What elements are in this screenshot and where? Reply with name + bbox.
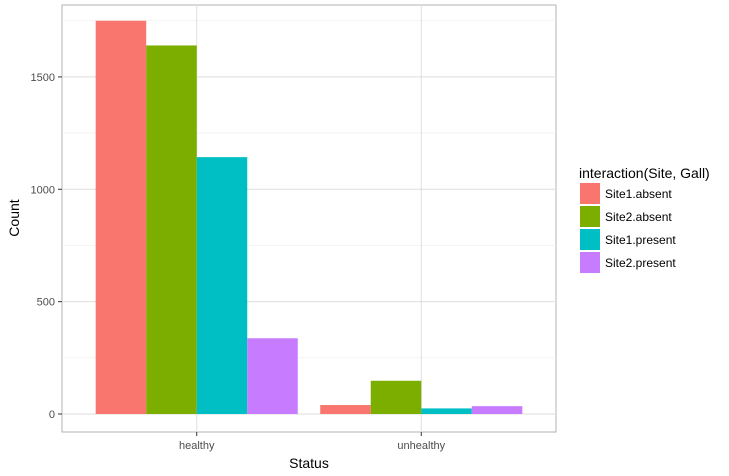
y-tick-label: 1500 xyxy=(31,72,55,84)
y-axis-ticks: 0 500 1000 1500 xyxy=(31,72,62,421)
y-axis-title: Count xyxy=(6,199,22,236)
bar xyxy=(247,338,298,415)
bar xyxy=(146,45,197,415)
y-tick-label: 500 xyxy=(37,297,55,309)
x-axis-title: Status xyxy=(289,455,329,471)
legend-label: Site1.absent xyxy=(605,187,672,201)
bars xyxy=(95,20,523,415)
legend-swatch xyxy=(580,183,600,204)
legend-swatch xyxy=(580,229,600,250)
x-tick-label: unhealthy xyxy=(397,440,445,452)
legend-label: Site2.present xyxy=(605,256,676,270)
y-tick-label: 0 xyxy=(49,409,55,421)
bar xyxy=(471,406,523,415)
bar xyxy=(196,157,248,415)
legend-items: Site1.absent Site2.absent Site1.present Sit… xyxy=(580,183,676,273)
bar xyxy=(370,380,422,415)
x-axis-ticks: healthy unhealthy xyxy=(179,432,446,452)
bar xyxy=(320,405,371,415)
legend: interaction(Site, Gall) Site1.absentSite… xyxy=(579,165,710,273)
legend-label: Site1.present xyxy=(605,233,676,247)
legend-title: interaction(Site, Gall) xyxy=(579,165,710,181)
legend-swatch xyxy=(580,252,600,273)
y-tick-label: 1000 xyxy=(31,184,55,196)
legend-swatch xyxy=(580,206,600,227)
bar xyxy=(421,408,472,415)
legend-label: Site2.absent xyxy=(605,210,672,224)
x-tick-label: healthy xyxy=(179,440,215,452)
bar xyxy=(95,20,147,415)
